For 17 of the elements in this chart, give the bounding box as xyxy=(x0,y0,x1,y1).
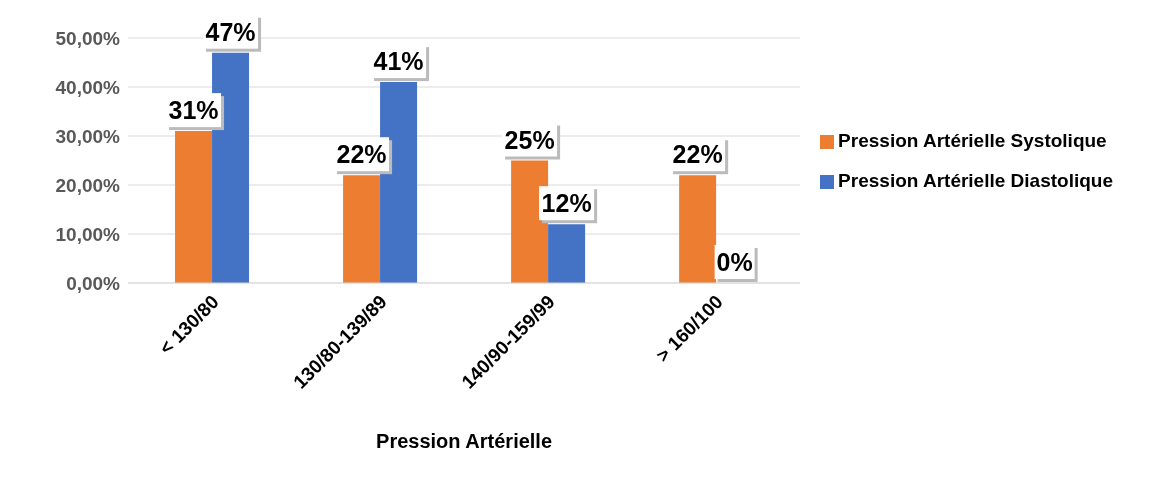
y-tick-label: 30,00% xyxy=(55,125,121,147)
data-label: 41% xyxy=(373,47,424,76)
y-tick-label: 0,00% xyxy=(66,272,121,294)
y-tick-label: 40,00% xyxy=(55,76,121,98)
data-label: 25% xyxy=(504,125,555,154)
y-tick-label: 10,00% xyxy=(55,223,121,245)
data-label: 22% xyxy=(672,140,723,169)
legend-label: Pression Artérielle Systolique xyxy=(838,129,1107,151)
data-label: 0% xyxy=(716,248,753,276)
legend-label: Pression Artérielle Diastolique xyxy=(838,169,1113,191)
y-tick-label: 20,00% xyxy=(55,174,121,196)
data-label: 47% xyxy=(205,17,256,46)
x-axis-title: Pression Artérielle xyxy=(376,430,553,452)
data-label: 12% xyxy=(541,189,592,218)
data-label: 22% xyxy=(336,140,387,169)
y-tick-label: 50,00% xyxy=(55,27,121,49)
data-label: 31% xyxy=(168,96,219,125)
